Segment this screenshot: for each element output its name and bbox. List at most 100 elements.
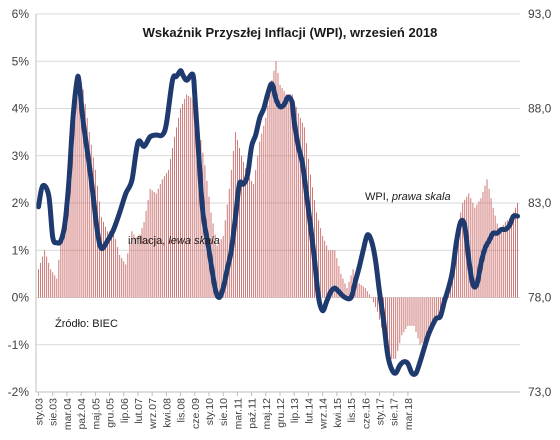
inflation-bar bbox=[255, 169, 257, 298]
inflation-bar bbox=[407, 297, 409, 326]
inflation-bar bbox=[301, 122, 303, 298]
right-y-tick-label: 78,0 bbox=[528, 291, 552, 305]
x-tick-label: lip.13 bbox=[289, 398, 301, 423]
right-y-tick-label: 88,0 bbox=[528, 102, 552, 116]
inflation-bar bbox=[344, 283, 346, 298]
inflation-bar bbox=[399, 297, 401, 344]
inflation-bar bbox=[163, 176, 165, 298]
inflation-bar bbox=[50, 269, 52, 298]
inflation-bar bbox=[293, 100, 295, 298]
inflation-bar bbox=[107, 231, 108, 298]
inflation-bar bbox=[510, 217, 512, 298]
inflation-bar bbox=[184, 99, 186, 298]
x-tick-label: paź.11 bbox=[247, 398, 259, 429]
inflation-bar bbox=[60, 240, 62, 298]
inflation-bar bbox=[56, 278, 58, 298]
inflation-bar bbox=[476, 204, 478, 298]
inflation-bar bbox=[131, 231, 133, 298]
inflation-bar bbox=[64, 203, 66, 298]
inflation-bar bbox=[228, 188, 230, 298]
inflation-bar bbox=[190, 97, 192, 298]
inflation-bar bbox=[139, 234, 141, 298]
inflation-bar bbox=[149, 188, 151, 298]
inflation-bar bbox=[297, 113, 299, 298]
inflation-bar bbox=[251, 180, 253, 298]
inflation-bar bbox=[508, 218, 510, 298]
inflation-bar bbox=[109, 231, 110, 298]
x-tick-label: sie.10 bbox=[218, 398, 230, 426]
inflation-bar bbox=[172, 147, 173, 298]
inflation-bar bbox=[125, 264, 127, 298]
x-tick-label: lis.15 bbox=[346, 398, 358, 423]
inflation-bar bbox=[165, 173, 167, 298]
inflation-bar bbox=[474, 207, 476, 298]
inflation-bar bbox=[218, 242, 220, 298]
inflation-bar bbox=[72, 132, 74, 298]
inflation-bar bbox=[287, 94, 289, 298]
inflation-bar bbox=[157, 188, 159, 298]
inflation-bar bbox=[409, 297, 411, 326]
inflation-bar bbox=[285, 94, 287, 298]
left-y-tick-label: 4% bbox=[12, 102, 30, 116]
inflation-bar bbox=[498, 231, 500, 298]
inflation-bar bbox=[200, 140, 202, 298]
inflation-bar bbox=[322, 236, 324, 298]
inflation-bar bbox=[263, 125, 265, 298]
inflation-bar bbox=[247, 174, 249, 298]
inflation-bar bbox=[316, 212, 318, 298]
inflation-bar bbox=[62, 221, 64, 298]
inflation-bar bbox=[243, 162, 244, 298]
inflation-bar bbox=[113, 231, 115, 298]
left-y-tick-label: 5% bbox=[12, 54, 30, 68]
inflation-bar bbox=[253, 184, 255, 298]
inflation-bar bbox=[42, 256, 44, 298]
inflation-bar bbox=[100, 217, 102, 298]
inflation-bar bbox=[271, 80, 273, 298]
inflation-bar bbox=[224, 220, 226, 298]
inflation-bar bbox=[44, 250, 46, 298]
inflation-bar bbox=[145, 210, 147, 298]
inflation-bar bbox=[303, 127, 305, 298]
inflation-bar bbox=[425, 297, 427, 341]
right-y-tick-label: 93,0 bbox=[528, 7, 552, 21]
inflation-bar bbox=[456, 231, 458, 298]
inflation-bar bbox=[356, 278, 358, 298]
inflation-bar bbox=[332, 250, 334, 298]
inflation-bar bbox=[482, 191, 484, 298]
inflation-bar bbox=[196, 117, 198, 298]
inflation-bar bbox=[360, 284, 362, 298]
inflation-bar bbox=[66, 184, 68, 298]
inflation-bar bbox=[133, 234, 135, 298]
inflation-bar bbox=[155, 193, 157, 298]
inflation-bar bbox=[86, 117, 88, 298]
inflation-bar bbox=[515, 207, 516, 298]
inflation-bar bbox=[80, 88, 82, 298]
inflation-bar bbox=[161, 179, 163, 298]
inflation-bar bbox=[291, 94, 293, 298]
inflation-bar bbox=[334, 250, 336, 298]
inflation-bar bbox=[78, 86, 80, 298]
x-tick-label: gru.05 bbox=[105, 398, 117, 428]
inflation-bar bbox=[267, 105, 269, 298]
inflation-bar bbox=[273, 70, 275, 298]
inflation-bar bbox=[121, 258, 123, 298]
x-tick-label: mar.11 bbox=[232, 398, 244, 429]
inflation-bar bbox=[54, 275, 56, 298]
inflation-bar bbox=[186, 94, 188, 298]
x-tick-label: lis.08 bbox=[176, 398, 188, 423]
inflation-bar bbox=[192, 99, 194, 298]
inflation-bar bbox=[376, 297, 378, 312]
x-tick-label: kwi.15 bbox=[332, 398, 344, 428]
x-tick-label: kwi.08 bbox=[161, 398, 173, 428]
inflation-bar bbox=[506, 220, 508, 298]
inflation-bar bbox=[259, 141, 261, 298]
x-tick-label: paź.04 bbox=[76, 398, 88, 430]
inflation-bar bbox=[153, 191, 155, 298]
inflation-bar bbox=[143, 221, 145, 298]
inflation-bar bbox=[40, 262, 41, 298]
left-y-tick-label: -2% bbox=[8, 385, 30, 399]
x-tick-label: lut.07 bbox=[133, 398, 145, 424]
inflation-bar bbox=[423, 297, 425, 342]
x-tick-label: wrz.14 bbox=[318, 398, 330, 430]
x-tick-label: cze.16 bbox=[360, 398, 372, 429]
